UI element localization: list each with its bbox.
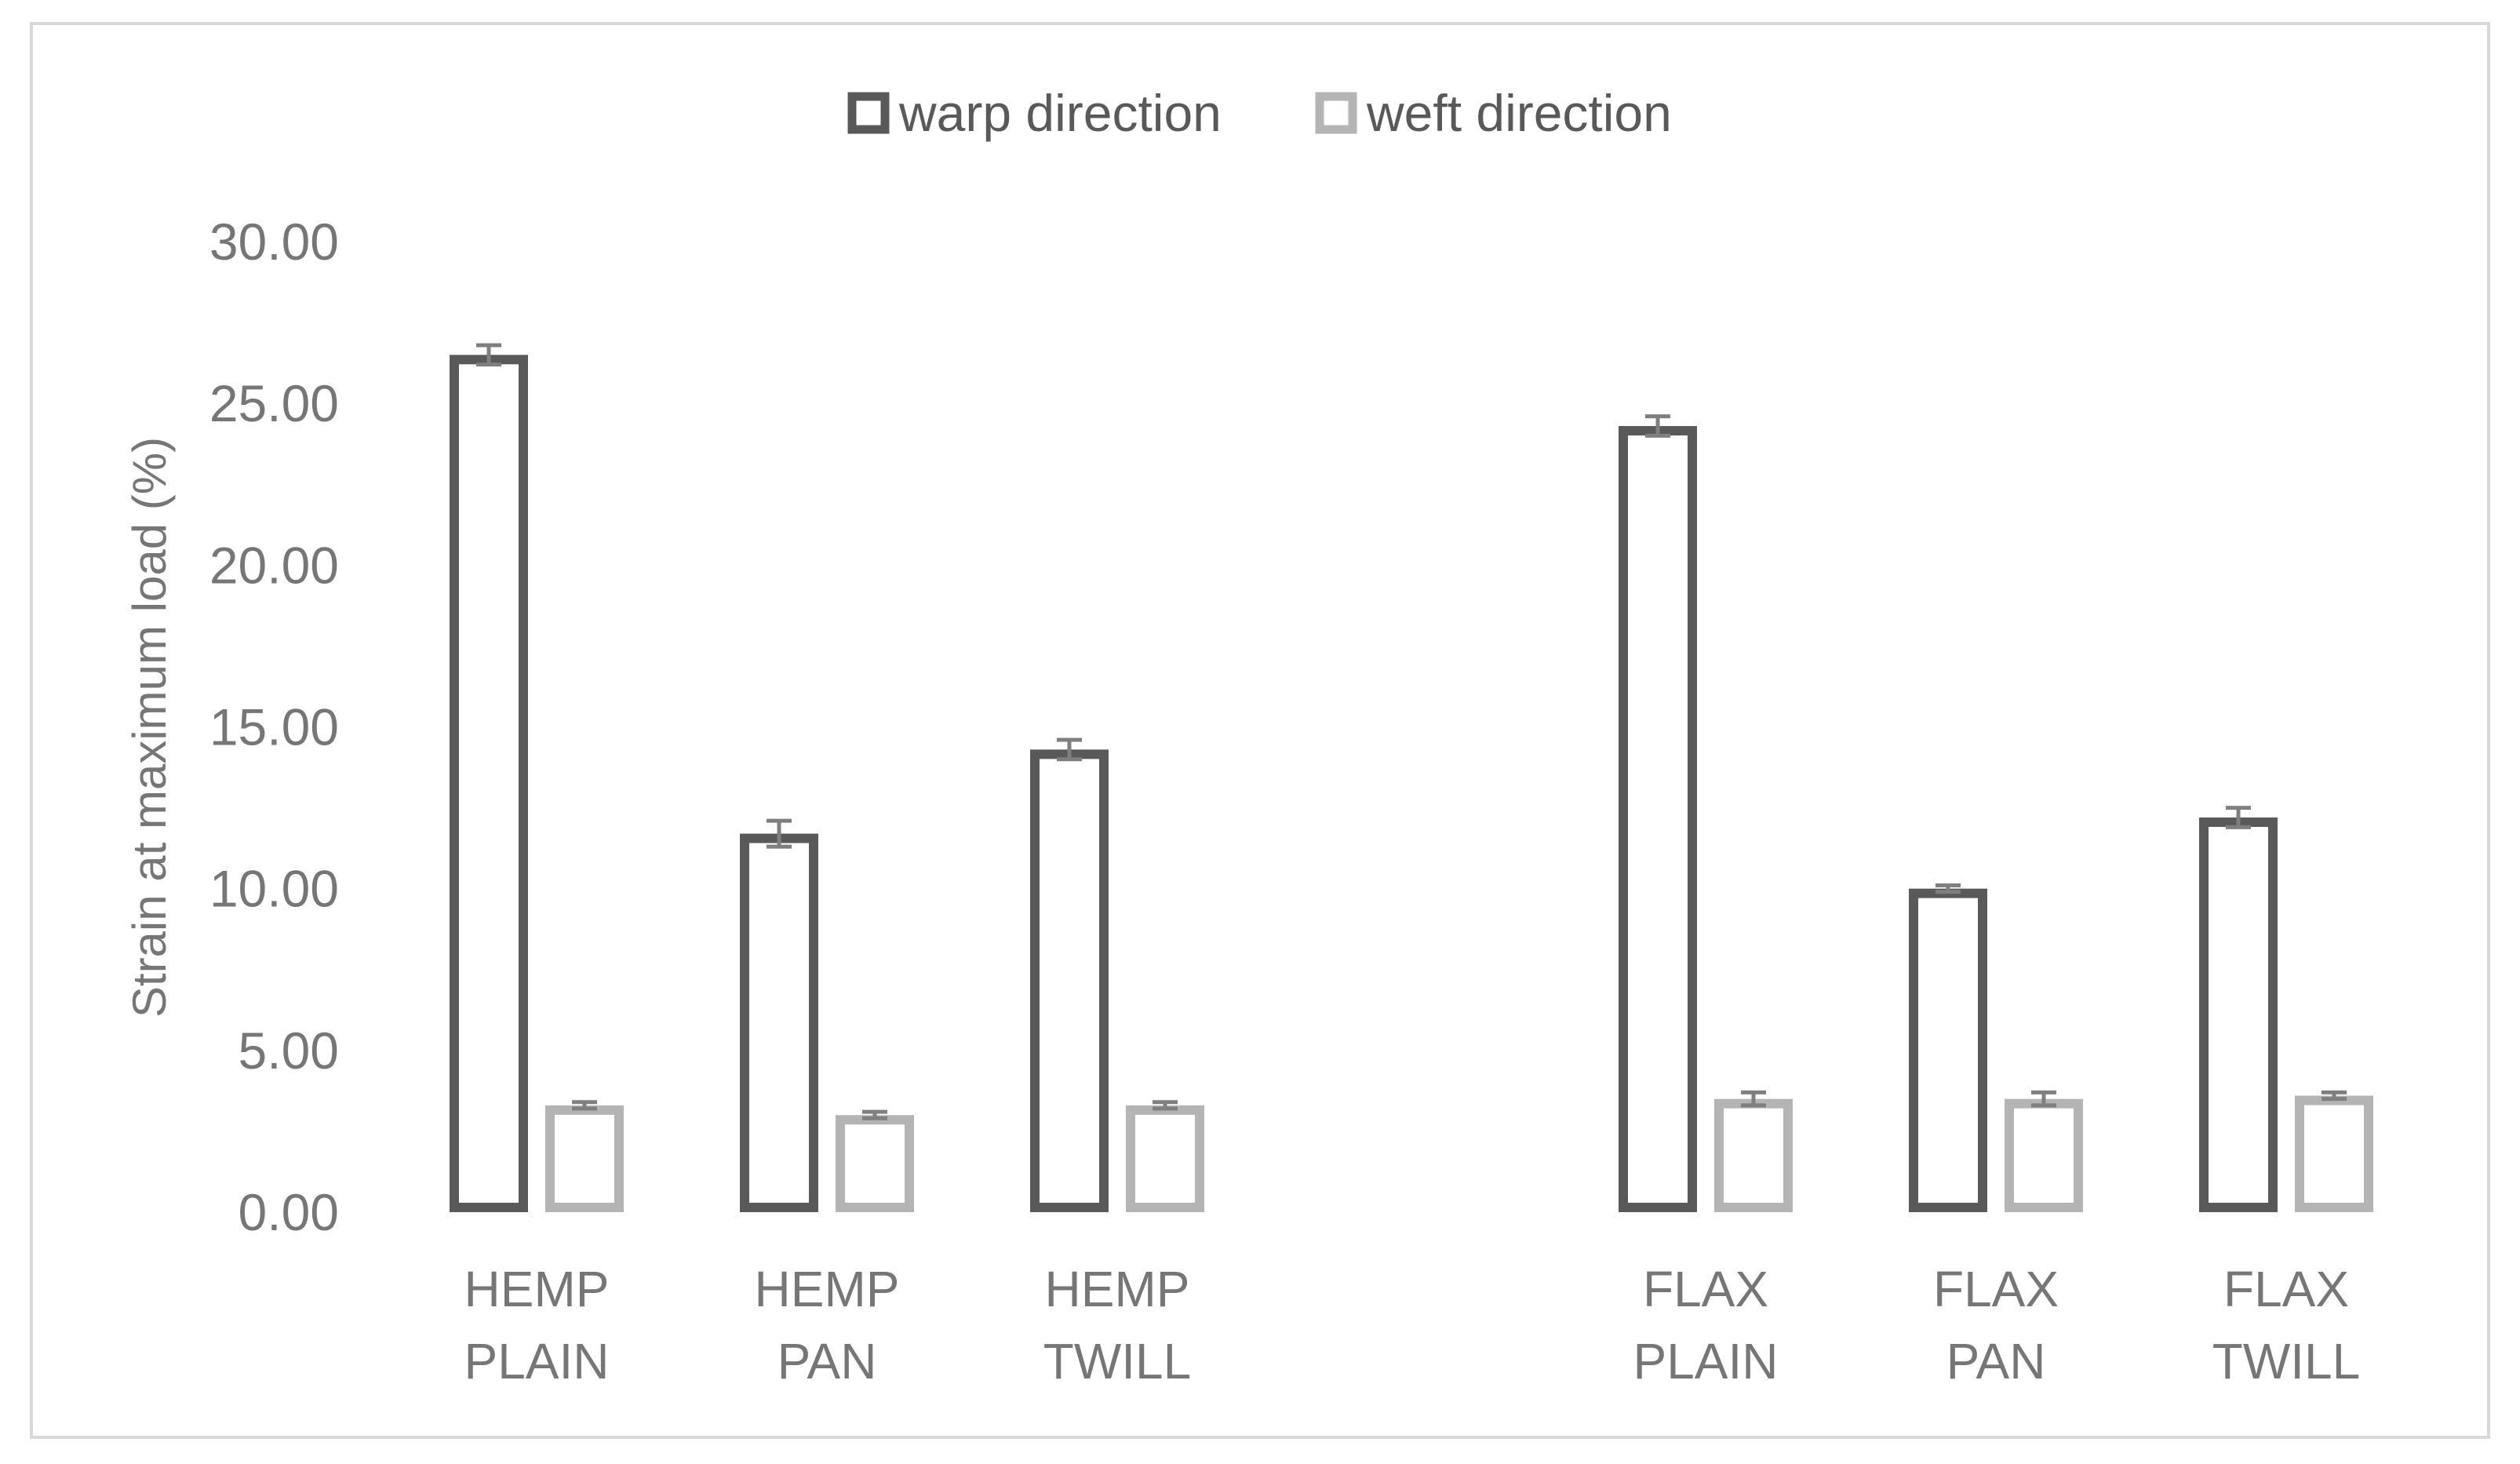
bars: [454, 359, 2369, 1207]
legend-label-warp: warp direction: [898, 84, 1222, 142]
category-label: TWILL: [2212, 1333, 2360, 1389]
bar-weft: [2009, 1104, 2078, 1207]
legend-label-weft: weft direction: [1366, 84, 1672, 142]
category-label: PAN: [777, 1333, 877, 1389]
category-label: HEMP: [464, 1261, 610, 1317]
category-label: HEMP: [755, 1261, 900, 1317]
category-label: FLAX: [1643, 1261, 1768, 1317]
error-bar: [572, 1102, 597, 1109]
category-label: FLAX: [2223, 1261, 2349, 1317]
bar-warp: [745, 839, 814, 1207]
category-label: HEMP: [1045, 1261, 1190, 1317]
y-tick-label: 10.00: [209, 860, 339, 918]
bar-warp: [2204, 822, 2273, 1207]
bar-weft: [550, 1110, 619, 1207]
y-axis-ticks: 0.00 5.00 10.00 15.00 20.00 25.00 30.00: [209, 213, 339, 1241]
bar-warp: [1035, 754, 1104, 1207]
legend-swatch-weft: [1320, 97, 1353, 129]
category-label: PLAIN: [464, 1333, 610, 1389]
legend-swatch-warp: [852, 97, 885, 129]
y-tick-label: 5.00: [239, 1022, 339, 1080]
legend-item-warp: warp direction: [852, 84, 1222, 142]
legend-item-weft: weft direction: [1320, 84, 1672, 142]
category-label: PAN: [1946, 1333, 2046, 1389]
y-tick-label: 30.00: [209, 213, 339, 271]
category-label: FLAX: [1933, 1261, 2059, 1317]
category-labels: HEMP PLAIN HEMP PAN HEMP TWILL FLAX PLAIN FLAX PA…: [464, 1261, 2361, 1389]
bar-weft: [840, 1120, 909, 1207]
bar-warp: [1914, 894, 1983, 1207]
legend: warp direction weft direction: [852, 84, 1672, 142]
bar-weft: [1131, 1110, 1200, 1207]
y-tick-label: 20.00: [209, 536, 339, 594]
bar-warp: [454, 359, 523, 1207]
y-tick-label: 0.00: [239, 1183, 339, 1241]
error-bar: [1153, 1102, 1178, 1109]
y-tick-label: 25.00: [209, 374, 339, 432]
bar-weft: [1719, 1104, 1788, 1207]
category-label: PLAIN: [1633, 1333, 1779, 1389]
bar-warp: [1623, 431, 1692, 1207]
category-label: TWILL: [1043, 1333, 1191, 1389]
y-axis-title: Strain at maximum load (%): [123, 437, 176, 1018]
bar-weft: [2300, 1101, 2369, 1207]
y-tick-label: 15.00: [209, 698, 339, 756]
